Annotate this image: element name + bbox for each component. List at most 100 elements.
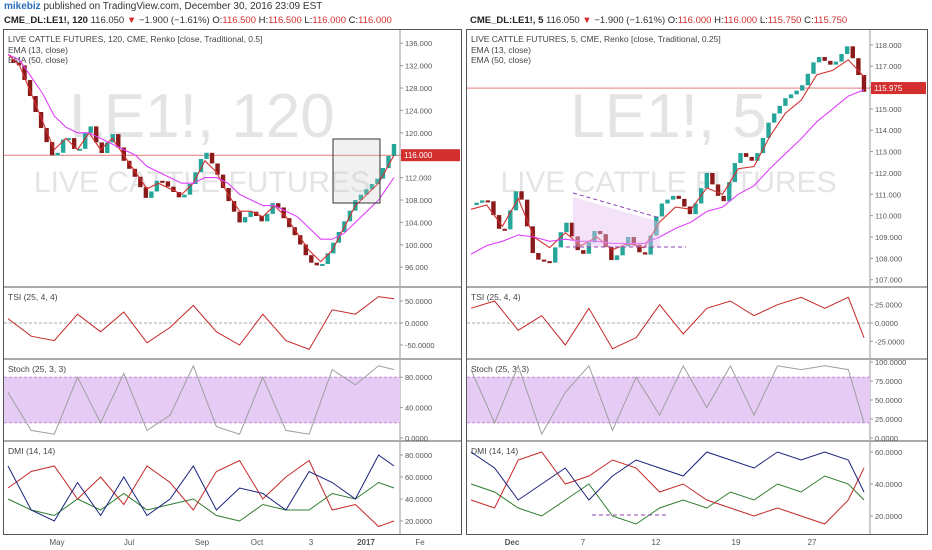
renko-brick — [491, 201, 496, 216]
series-line-0 — [7, 481, 395, 522]
renko-brick — [760, 137, 766, 154]
renko-brick — [66, 138, 71, 141]
left-change: −1.900 (−1.61%) — [138, 15, 210, 26]
y-tick-label: 104.000 — [405, 218, 432, 227]
overbought-oversold-band — [4, 377, 400, 423]
y-tick-label: 108.000 — [405, 196, 432, 205]
series-line-1 — [470, 451, 865, 525]
watermark-name: LIVE CATTLE FUTURES — [500, 166, 836, 199]
last-price-tag — [871, 82, 926, 95]
left-frame — [3, 29, 462, 535]
renko-brick — [856, 58, 861, 76]
renko-brick — [800, 85, 805, 91]
left-low: 116.000 — [312, 15, 346, 26]
renko-brick — [49, 142, 55, 156]
renko-brick — [182, 194, 187, 198]
renko-brick — [749, 156, 754, 161]
y-tick-label: 100.0000 — [875, 358, 906, 367]
renko-brick — [171, 186, 176, 192]
y-tick-label: 80.0000 — [405, 373, 432, 382]
right-symbol-bar: CME_DL:LE1!, 5 116.050 ▼ −1.900 (−1.61%)… — [470, 15, 848, 26]
renko-brick — [597, 230, 603, 235]
series-line-1 — [7, 459, 395, 528]
renko-brick — [732, 163, 738, 183]
renko-brick — [738, 153, 743, 164]
author-link[interactable]: mikebiz — [4, 1, 41, 12]
renko-brick — [11, 60, 16, 63]
renko-brick — [176, 192, 182, 198]
left-open: 116.500 — [222, 15, 256, 26]
renko-brick — [828, 60, 833, 65]
y-tick-label: 108.000 — [875, 254, 902, 263]
renko-brick — [569, 222, 575, 237]
renko-brick — [794, 90, 799, 95]
renko-brick — [592, 230, 597, 243]
last-price-label: 116.000 — [404, 151, 433, 160]
indicator-title: Stoch (25, 3, 3) — [471, 364, 529, 374]
renko-brick — [502, 228, 507, 231]
renko-brick — [27, 80, 33, 96]
y-tick-label: 128.000 — [405, 84, 432, 93]
renko-brick — [805, 73, 811, 86]
renko-brick — [380, 168, 386, 179]
renko-brick — [519, 191, 524, 200]
renko-brick — [743, 153, 749, 157]
renko-brick — [320, 264, 325, 266]
y-tick-label: 75.0000 — [875, 377, 902, 386]
series-line-0 — [470, 296, 865, 350]
y-tick-label: 114.000 — [875, 126, 902, 135]
trendline-upper — [572, 192, 661, 219]
left-symbol[interactable]: CME_DL:LE1!, 120 — [4, 15, 88, 26]
renko-brick — [60, 139, 66, 153]
renko-brick — [536, 253, 541, 260]
renko-brick — [121, 147, 126, 161]
right-last: 116.050 — [546, 15, 580, 26]
series-line-2 — [7, 454, 395, 522]
renko-brick — [94, 126, 99, 143]
series-line-0 — [7, 296, 395, 351]
x-tick-label: 7 — [581, 538, 586, 547]
renko-brick — [38, 112, 44, 128]
renko-brick — [850, 46, 855, 59]
renko-brick — [270, 203, 275, 214]
y-tick-label: 113.000 — [875, 148, 902, 157]
renko-brick — [44, 128, 49, 143]
series-line-0 — [470, 364, 865, 436]
renko-brick — [160, 180, 165, 183]
renko-brick — [727, 182, 732, 202]
renko-brick — [149, 191, 154, 198]
renko-brick — [861, 75, 867, 92]
right-change: −1.900 (−1.61%) — [594, 15, 666, 26]
renko-brick — [513, 191, 519, 211]
renko-brick — [88, 126, 93, 133]
indicator-title: TSI (25, 4, 4) — [471, 292, 521, 302]
renko-brick — [530, 226, 535, 254]
renko-brick — [614, 255, 620, 261]
renko-brick — [309, 255, 314, 263]
x-tick-label: 12 — [652, 538, 661, 547]
y-tick-label: 80.0000 — [405, 451, 432, 460]
renko-brick — [187, 184, 193, 195]
renko-brick — [839, 53, 844, 62]
renko-brick — [77, 148, 82, 151]
right-close: 115.750 — [813, 15, 848, 26]
right-low: 115.750 — [767, 15, 802, 26]
y-tick-label: 120.000 — [405, 129, 432, 138]
ema13-line — [7, 54, 395, 263]
left-last: 116.050 — [90, 15, 125, 26]
renko-brick — [833, 61, 839, 65]
renko-brick — [364, 189, 369, 195]
x-tick-label: 2017 — [357, 538, 375, 547]
renko-brick — [631, 237, 637, 245]
x-tick-label: Jul — [124, 538, 134, 547]
renko-brick — [369, 184, 375, 190]
renko-brick — [138, 176, 143, 188]
right-open: 116.000 — [677, 15, 712, 26]
ema13-line — [470, 59, 865, 251]
series-line-0 — [470, 475, 865, 525]
right-symbol[interactable]: CME_DL:LE1!, 5 — [470, 15, 544, 26]
left-symbol-bar: CME_DL:LE1!, 120 116.050 ▼ −1.900 (−1.61… — [4, 15, 392, 26]
left-close: 116.000 — [358, 15, 392, 26]
watermark-symbol: LE1!, 5 — [570, 82, 766, 151]
